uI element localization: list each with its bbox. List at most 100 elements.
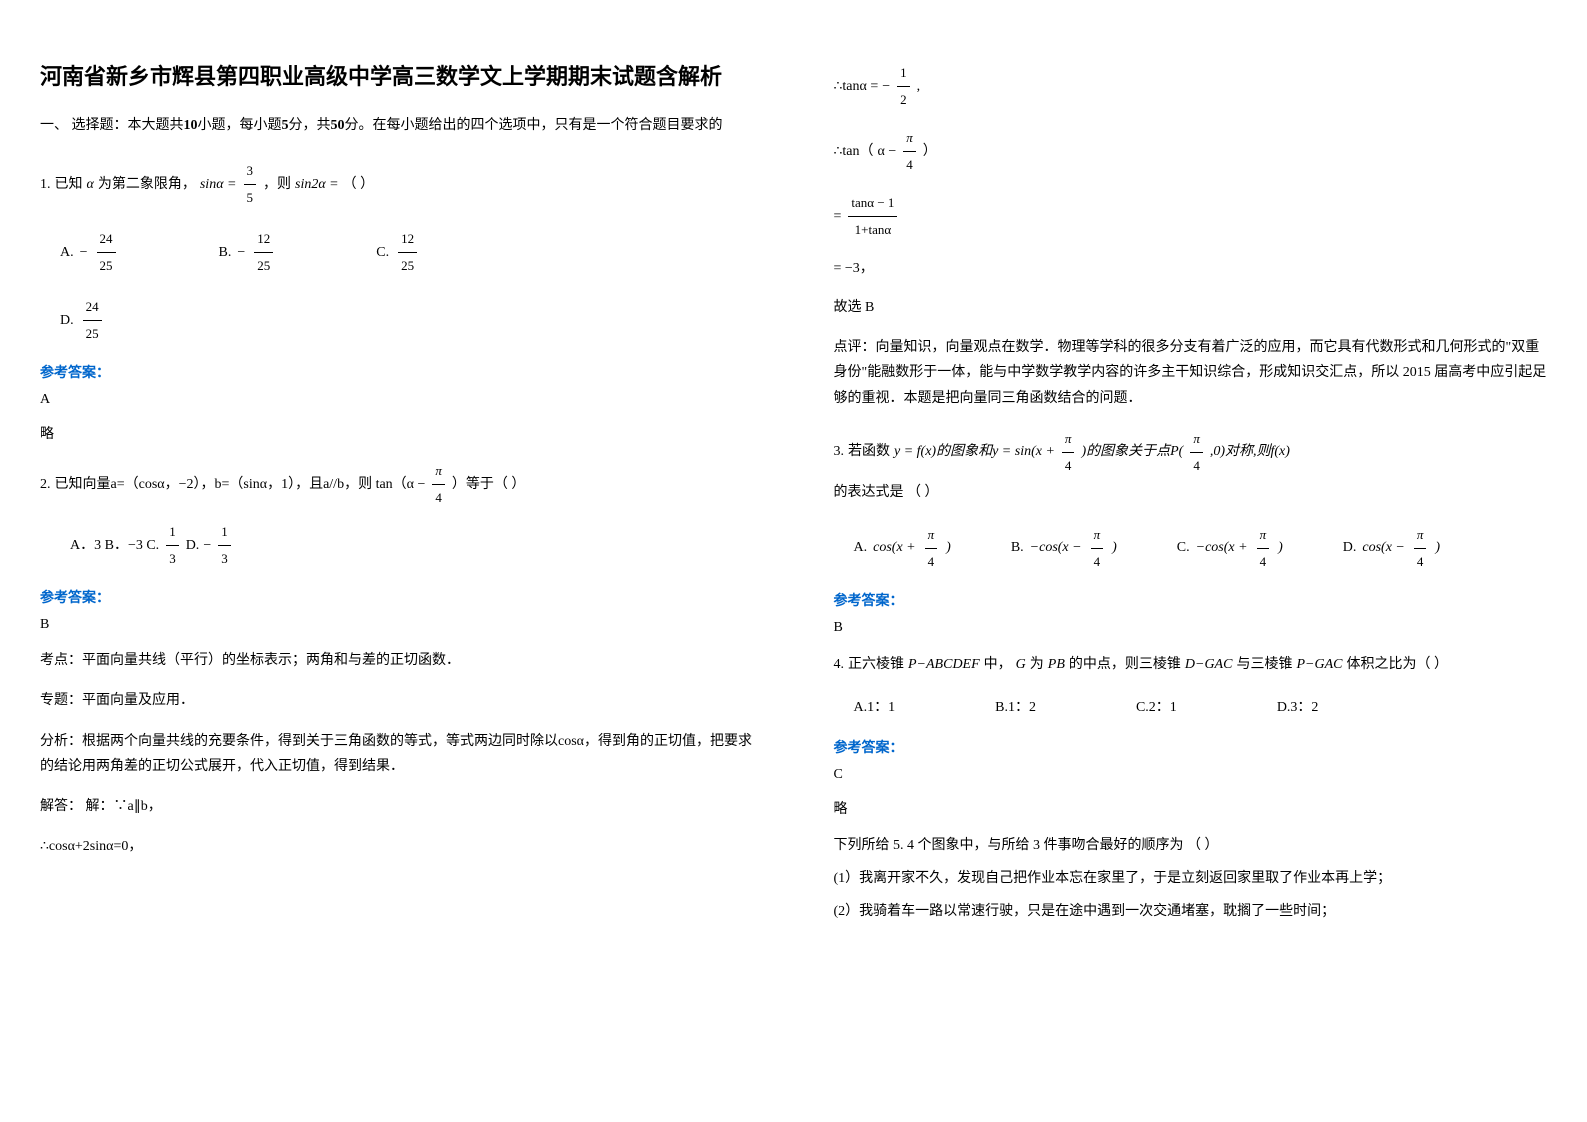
q3-optd-label: D. [1343, 534, 1357, 562]
opt-b-den: 25 [254, 253, 273, 279]
q3-optd-frac: π 4 [1414, 522, 1427, 575]
question-4: 4. 正六棱锥 P−ABCDEF 中， G 为 PB 的中点，则三棱锥 D−GA… [834, 651, 1548, 722]
q3-frac1: π 4 [1062, 426, 1075, 479]
q4-mid2: 为 [1030, 651, 1044, 679]
section-prefix: 一、 选择题：本大题共 [40, 118, 184, 133]
q2-analysis1: 考点：平面向量共线（平行）的坐标表示；两角和与差的正切函数． [40, 648, 754, 673]
q2-optd-den: 3 [218, 546, 231, 572]
q3-four2: 4 [1190, 453, 1203, 479]
opt-a-label: A. [60, 239, 74, 267]
q3-answer-label: 参考答案： [834, 590, 1548, 610]
q1-frac-num: 3 [244, 158, 257, 185]
q3-optc-label: C. [1177, 534, 1190, 562]
q3-four1: 4 [1062, 453, 1075, 479]
opt-d-num: 24 [83, 294, 102, 321]
q1-answer: A [40, 392, 754, 408]
q1-options-row1: A. − 24 25 B. − 12 25 C. 12 25 [60, 226, 754, 279]
section-header: 一、 选择题：本大题共10小题，每小题5分，共50分。在每小题给出的四个选项中，… [40, 113, 754, 138]
q2-analysis2: 专题：平面向量及应用． [40, 688, 754, 713]
alpha-minus: α − [878, 138, 897, 166]
question-1: 1. 已知 α 为第二象限角， sinα = 3 5 ，则 sin2α = （ … [40, 158, 754, 347]
q3-frac2: π 4 [1190, 426, 1203, 479]
q1-option-b: B. − 12 25 [219, 226, 277, 279]
q2-solve: 解答： 解：∵a∥b， [40, 794, 754, 819]
q3-text2: 的表达式是 （ ） [834, 479, 1548, 507]
q1-option-c: C. 12 25 [376, 226, 420, 279]
q4-mid4: 与三棱锥 [1236, 651, 1292, 679]
q4-options: A.1：1 B.1：2 C.2：1 D.3：2 [854, 694, 1548, 722]
q3-opta-frac: π 4 [925, 522, 938, 575]
q1-num: 1. [40, 171, 51, 199]
q2-optd: D. [186, 532, 200, 560]
q2-answer: B [40, 617, 754, 633]
neg-half-frac: 1 2 [897, 60, 910, 113]
pi-4-frac: π 4 [903, 125, 916, 178]
q-total: 50 [331, 118, 345, 133]
opt-b-label: B. [219, 239, 232, 267]
q2-optd-num: 1 [218, 519, 231, 546]
q2-optd-frac: 1 3 [218, 519, 231, 572]
q4-dgac: D−GAC [1185, 651, 1233, 679]
tan-frac: tanα − 1 1+tanα [848, 190, 897, 243]
q3-optc-frac: π 4 [1257, 522, 1270, 575]
q2-optc-num: 1 [166, 519, 179, 546]
q3-opta-label: A. [854, 534, 868, 562]
q2-num: 2. [40, 471, 51, 499]
q5-text: 下列所给 5. 4 个图象中，与所给 3 件事吻合最好的顺序为 （ ） [834, 833, 1548, 858]
question-3: 3. 若函数 y = f(x)的图象和y = sin(x + π 4 )的图象关… [834, 426, 1548, 575]
tan-a-label: ∴tanα = [834, 73, 879, 101]
result-line: = −3， [834, 255, 1548, 283]
opt-c-label: C. [376, 239, 389, 267]
q1-answer-label: 参考答案： [40, 362, 754, 382]
q3-optb-4: 4 [1091, 549, 1104, 575]
opt-c-num: 12 [398, 226, 417, 253]
q3-pi1: π [1062, 426, 1075, 453]
q-count: 10 [184, 118, 198, 133]
q2-four: 4 [432, 485, 445, 511]
opt-c-den: 25 [398, 253, 417, 279]
q4-answer: C [834, 767, 1548, 783]
q4-mid1: 中， [984, 651, 1012, 679]
q1-frac-den: 5 [244, 185, 257, 211]
q4-text: 正六棱锥 [848, 651, 904, 679]
q4-num: 4. [834, 651, 845, 679]
q4-pgac: P−GAC [1296, 651, 1342, 679]
q4-note: 略 [834, 798, 1548, 818]
q2-pi: π [432, 458, 445, 485]
q1-text1: 已知 [55, 171, 83, 199]
q3-optd-4: 4 [1414, 549, 1427, 575]
q4-optb: B.1：2 [995, 694, 1036, 722]
opt-a-neg: − [80, 239, 88, 267]
q2-text-end: ）等于（ ） [452, 471, 526, 499]
q3-optb-label: B. [1011, 534, 1024, 562]
q3-opt-a: A. cos(x + π 4 ) [854, 522, 951, 575]
q3-opta-4: 4 [925, 549, 938, 575]
q2-optd-neg: − [203, 532, 211, 560]
four: 4 [903, 152, 916, 178]
q5-item1: (1）我离开家不久，发现自己把作业本忘在家里了，于是立刻返回家里取了作业本再上学… [834, 866, 1548, 891]
q2-solve1: 解：∵a∥b， [86, 799, 162, 814]
opt-d-frac: 24 25 [83, 294, 102, 347]
q3-opt-b: B. −cos(x − π 4 ) [1011, 522, 1117, 575]
q4-pb: PB [1048, 651, 1065, 679]
q2-analysis3: 分析：根据两个向量共线的充要条件，得到关于三角函数的等式，等式两边同时除以cos… [40, 729, 754, 779]
tan-expr: ∴tan（ [834, 138, 874, 166]
opt-a-frac: 24 25 [97, 226, 116, 279]
q1-note: 略 [40, 423, 754, 443]
comment-label: 点评： [834, 340, 876, 355]
q4-opta: A.1：1 [854, 694, 896, 722]
q-points: 5 [282, 118, 289, 133]
q3-text1: 若函数 [848, 438, 890, 466]
opt-d-den: 25 [83, 321, 102, 347]
q3-optc-pi: π [1257, 522, 1270, 549]
q2-options: A．3 B．−3 C. 1 3 D. − 1 3 [70, 519, 754, 572]
q3-optd-expr: cos(x − [1362, 534, 1405, 562]
q2-solve2: ∴cosα+2sinα=0， [40, 834, 754, 859]
q3-options: A. cos(x + π 4 ) B. −cos(x − π 4 ) C. [854, 522, 1548, 575]
q3-mid: )的图象关于点P( [1081, 438, 1183, 466]
q1-sineq: sinα = [200, 171, 237, 199]
q3-pi2: π [1190, 426, 1203, 453]
frac-bot: 1+tanα [852, 217, 895, 243]
equals: = [834, 203, 842, 231]
q1-sin2a: sin2α = [295, 171, 339, 199]
